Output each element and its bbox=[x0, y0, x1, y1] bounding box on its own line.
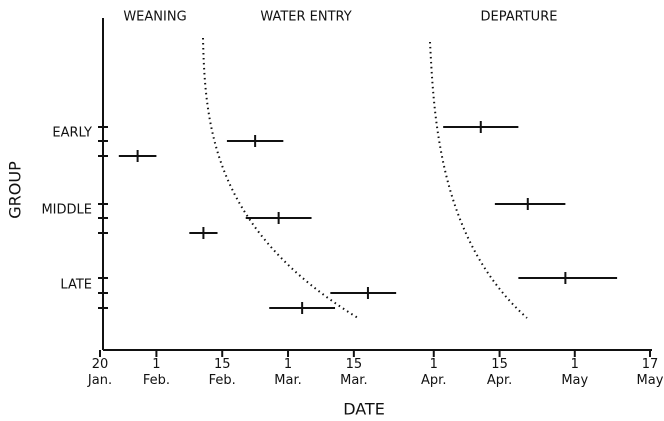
x-tick-label: 15 Apr. bbox=[487, 357, 512, 388]
x-tick-label: 1 Apr. bbox=[421, 357, 446, 388]
boundary-curve bbox=[429, 41, 528, 319]
y-tick-label: LATE bbox=[60, 278, 92, 293]
y-axis-label: GROUP bbox=[6, 161, 25, 219]
boundary-curve bbox=[202, 37, 359, 319]
x-tick-label: 1 Mar. bbox=[274, 357, 301, 388]
x-axis-label: DATE bbox=[343, 400, 385, 419]
x-tick-label: 15 Feb. bbox=[209, 357, 236, 388]
x-tick-label: 15 Mar. bbox=[340, 357, 367, 388]
x-tick-label: 1 May bbox=[561, 357, 588, 388]
y-tick-label: EARLY bbox=[52, 126, 92, 141]
annotation: DEPARTURE bbox=[481, 10, 558, 25]
x-tick-label: 1 Feb. bbox=[143, 357, 170, 388]
y-tick-label: MIDDLE bbox=[41, 203, 92, 218]
x-tick-label: 20 Jan. bbox=[87, 357, 112, 388]
annotation: WEANING bbox=[123, 10, 186, 25]
annotation: WATER ENTRY bbox=[260, 10, 351, 25]
x-tick-label: 17 May bbox=[637, 357, 664, 388]
